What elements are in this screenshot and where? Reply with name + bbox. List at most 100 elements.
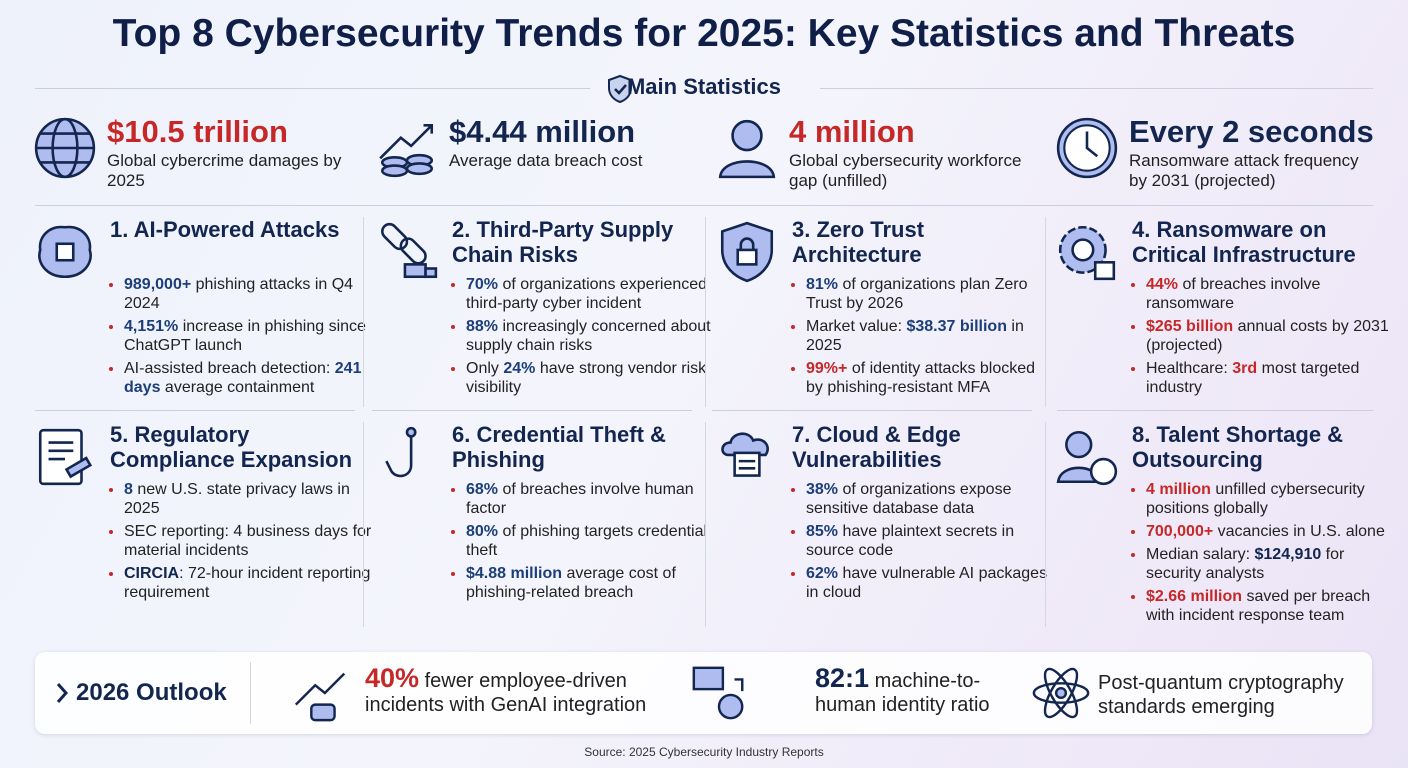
text-segment: 81% <box>806 276 839 293</box>
bullet: 70% of organizations experienced third-p… <box>466 275 716 313</box>
outlook-item: 40% fewer employee-driven incidents with… <box>365 663 655 717</box>
text-segment: 85% <box>806 523 839 540</box>
trend-title: 1. AI-Powered Attacks <box>110 217 340 242</box>
text-segment: Median salary: <box>1146 546 1255 563</box>
bullet-list: 38% of organizations expose sensitive da… <box>792 480 1056 606</box>
outlook-item: Post-quantum cryptography standards emer… <box>1098 671 1358 719</box>
text-segment: 700,000+ <box>1146 523 1214 540</box>
text-segment: 68% <box>466 481 499 498</box>
text-segment: : 72-hour incident reporting requirement <box>124 565 371 601</box>
divider <box>1045 217 1046 407</box>
text-segment: of breaches involve human factor <box>466 481 694 517</box>
text-segment: new U.S. state privacy laws in 2025 <box>124 481 350 517</box>
text-segment: 4,151% <box>124 318 179 335</box>
icon <box>692 666 744 720</box>
stat-label: Global cybercrime damages by 2025 <box>107 151 342 190</box>
bullet: $265 billion annual costs by 2031 (proje… <box>1146 317 1396 355</box>
divider <box>35 205 1373 206</box>
divider <box>1057 410 1373 411</box>
text-segment: $265 billion <box>1146 318 1234 335</box>
bullet: 62% have vulnerable AI packages in cloud <box>806 564 1056 602</box>
bullet: 85% have plaintext secrets in source cod… <box>806 522 1056 560</box>
text-segment: of organizations plan Zero Trust by 2026 <box>806 276 1028 312</box>
divider <box>712 410 1032 411</box>
bullet: 38% of organizations expose sensitive da… <box>806 480 1056 518</box>
bullet-list: 70% of organizations experienced third-p… <box>452 275 716 401</box>
text-segment: Only <box>466 360 504 377</box>
stat-value: 4 million <box>789 114 915 149</box>
divider <box>705 422 706 627</box>
bullet: Median salary: $124,910 for security ana… <box>1146 545 1396 583</box>
stat-label: Average data breach cost <box>449 151 643 170</box>
source: Source: 2025 Cybersecurity Industry Repo… <box>584 745 824 759</box>
text-segment: average containment <box>160 379 315 396</box>
text-segment: AI-assisted breach detection: <box>124 360 335 377</box>
bullet: 44% of breaches involve ransomware <box>1146 275 1396 313</box>
bullet: CIRCIA: 72-hour incident reporting requi… <box>124 564 374 602</box>
icon <box>38 225 92 279</box>
text-segment: 24% <box>503 360 536 377</box>
text-segment: SEC reporting: 4 business days for mater… <box>124 523 372 559</box>
bullet-list: 4 million unfilled cybersecurity positio… <box>1132 480 1396 629</box>
bullet: 99%+ of identity attacks blocked by phis… <box>806 359 1056 397</box>
trend-title: 3. Zero Trust Architecture <box>792 217 925 267</box>
chevron <box>56 683 69 703</box>
trend-title: 8. Talent Shortage & Outsourcing <box>1132 422 1344 472</box>
text-segment: Healthcare: <box>1146 360 1233 377</box>
text-segment: average cost of phishing-related breach <box>466 565 676 601</box>
trend-title: 2. Third-Party Supply Chain Risks <box>452 217 674 267</box>
bullet: 80% of phishing targets credential theft <box>466 522 716 560</box>
bullet: 81% of organizations plan Zero Trust by … <box>806 275 1056 313</box>
trend-title: 6. Credential Theft & Phishing <box>452 422 666 472</box>
text-segment: of breaches involve ransomware <box>1146 276 1321 312</box>
trend-title: 4. Ransomware on Critical Infrastructure <box>1132 217 1356 267</box>
icon <box>38 428 93 486</box>
text-segment: of phishing targets credential theft <box>466 523 708 559</box>
stat-value: $10.5 trillion <box>107 114 288 149</box>
icon <box>1056 430 1118 486</box>
divider <box>363 422 364 627</box>
shield-icon <box>608 74 632 104</box>
text-segment: $2.66 million <box>1146 588 1243 605</box>
bullet: 989,000+ phishing attacks in Q4 2024 <box>124 275 374 313</box>
text-segment: of organizations expose sensitive databa… <box>806 481 1012 517</box>
text-segment: 80% <box>466 523 499 540</box>
icon <box>379 124 434 178</box>
icon <box>718 119 776 179</box>
text-segment: 82:1 <box>815 663 870 693</box>
text-segment: fewer employee-driven incidents with Gen… <box>365 670 647 716</box>
text-segment: of organizations experienced third-party… <box>466 276 708 312</box>
text-segment: 989,000+ <box>124 276 192 293</box>
bullet: Market value: $38.37 billion in 2025 <box>806 317 1056 355</box>
outlook-item: 82:1 machine-to-human identity ratio <box>815 663 1035 717</box>
bullet: Only 24% have strong vendor risk visibil… <box>466 359 716 397</box>
bullet: 700,000+ vacancies in U.S. alone <box>1146 522 1396 541</box>
bullet: SEC reporting: 4 business days for mater… <box>124 522 374 560</box>
bullet: AI-assisted breach detection: 241 days a… <box>124 359 374 397</box>
bullet: Healthcare: 3rd most targeted industry <box>1146 359 1396 397</box>
divider <box>250 662 251 724</box>
bullet-list: 68% of breaches involve human factor 80% … <box>452 480 716 606</box>
text-segment: 40% <box>365 663 420 693</box>
divider <box>35 410 355 411</box>
outlook-label: 2026 Outlook <box>76 679 227 706</box>
text-segment: $38.37 billion <box>906 318 1007 335</box>
icon <box>1056 117 1118 179</box>
text-segment: 38% <box>806 481 839 498</box>
divider <box>705 217 706 407</box>
text-segment: $4.88 million <box>466 565 563 582</box>
icon <box>721 432 769 477</box>
trend-title: 5. Regulatory Compliance Expansion <box>110 422 353 472</box>
bullet-list: 989,000+ phishing attacks in Q4 2024 4,15… <box>110 275 374 401</box>
divider <box>35 88 590 89</box>
text-segment: in 2025 <box>806 318 1024 354</box>
title: Top 8 Cybersecurity Trends for 2025: Key… <box>112 12 1296 55</box>
text-segment: increasingly concerned about supply chai… <box>466 318 711 354</box>
bullet: 8 new U.S. state privacy laws in 2025 <box>124 480 374 518</box>
icon <box>381 222 438 279</box>
stat-label: Global cybersecurity workforce gap (unfi… <box>789 151 1022 190</box>
divider <box>363 217 364 407</box>
text-segment: 44% <box>1146 276 1179 293</box>
